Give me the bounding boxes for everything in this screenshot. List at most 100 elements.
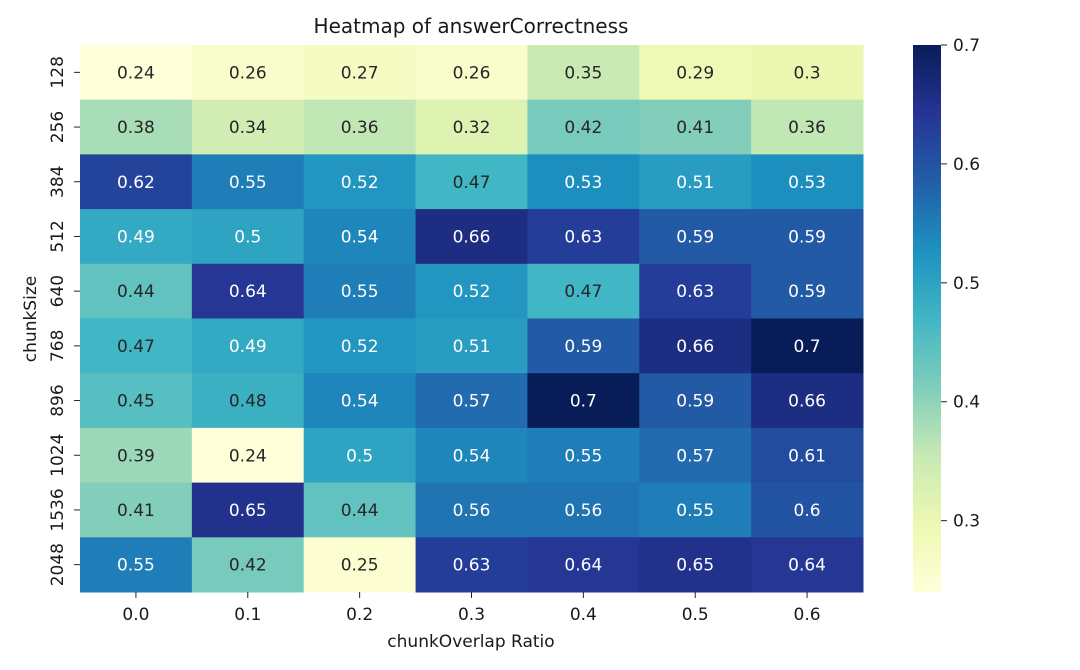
cell-value-label: 0.54 xyxy=(341,227,379,247)
heatmap-cell xyxy=(80,318,193,374)
heatmap-cell xyxy=(303,99,417,155)
heatmap-cell xyxy=(415,482,528,538)
colorbar: 0.3 0.4 0.5 0.6 0.7 xyxy=(913,36,980,592)
heatmap-cell xyxy=(527,373,640,429)
heatmap-cell xyxy=(80,537,193,593)
cell-value-label: 0.55 xyxy=(229,173,267,193)
cell-value-label: 0.5 xyxy=(346,446,373,466)
cell-value-label: 0.7 xyxy=(794,337,821,357)
heatmap-cell xyxy=(527,209,640,265)
heatmap-cell xyxy=(639,99,752,155)
cell-value-label: 0.48 xyxy=(229,392,267,412)
heatmap-cell xyxy=(80,45,193,101)
heatmap-cell xyxy=(751,99,864,155)
heatmap-cell xyxy=(639,209,752,265)
heatmap-cell xyxy=(303,154,417,210)
heatmap-cell xyxy=(527,537,640,593)
x-tick-label: 0.0 xyxy=(122,605,149,625)
cell-value-label: 0.51 xyxy=(676,173,714,193)
heatmap-cell xyxy=(303,373,417,429)
cell-value-label: 0.66 xyxy=(676,337,714,357)
cell-value-label: 0.26 xyxy=(453,63,491,83)
cell-value-label: 0.53 xyxy=(564,173,602,193)
heatmap-cell xyxy=(80,373,193,429)
cell-value-label: 0.42 xyxy=(229,556,267,576)
colorbar-tick-label: 0.6 xyxy=(953,155,980,175)
cell-value-label: 0.26 xyxy=(229,63,267,83)
heatmap-cell xyxy=(415,373,528,429)
heatmap-cell xyxy=(191,154,305,210)
x-axis-ticks: 0.0 0.1 0.2 0.3 0.4 0.5 0.6 xyxy=(122,592,821,625)
heatmap-cell xyxy=(639,427,752,484)
y-tick-label: 1536 xyxy=(48,488,68,531)
heatmap-cell xyxy=(415,209,528,265)
heatmap-cell xyxy=(751,45,864,101)
heatmap-cell xyxy=(639,482,752,538)
cell-value-label: 0.52 xyxy=(341,337,379,357)
chart-title: Heatmap of answerCorrectness xyxy=(314,14,629,38)
heatmap-cell xyxy=(191,263,305,319)
heatmap-cell xyxy=(639,45,752,101)
heatmap-cell xyxy=(639,154,752,210)
cell-value-label: 0.63 xyxy=(564,227,602,247)
heatmap-cell xyxy=(415,99,528,155)
heatmap-cell xyxy=(191,45,305,101)
colorbar-tick-label: 0.3 xyxy=(953,512,980,532)
cell-value-label: 0.64 xyxy=(564,556,602,576)
y-tick-label: 640 xyxy=(48,275,68,307)
y-axis-ticks: 128 256 384 512 640 768 896 1024 1536 2048 xyxy=(48,56,80,586)
cell-value-label: 0.57 xyxy=(676,446,714,466)
heatmap-cell xyxy=(751,209,864,265)
x-tick-label: 0.5 xyxy=(682,605,709,625)
y-axis-label: chunkSize xyxy=(21,276,41,362)
cell-value-label: 0.45 xyxy=(117,392,155,412)
cell-value-label: 0.61 xyxy=(788,446,826,466)
heatmap-cell xyxy=(191,209,305,265)
y-tick-label: 768 xyxy=(48,330,68,362)
cell-value-label: 0.47 xyxy=(564,282,602,302)
x-tick-label: 0.6 xyxy=(794,605,821,625)
heatmap-cell xyxy=(303,537,417,593)
colorbar-tick-label: 0.4 xyxy=(953,393,980,413)
heatmap-cell xyxy=(415,45,528,101)
heatmap-cell xyxy=(415,427,528,484)
heatmap-cell xyxy=(191,482,305,538)
cell-value-label: 0.51 xyxy=(453,337,491,357)
cell-value-label: 0.3 xyxy=(794,63,821,83)
cell-value-label: 0.36 xyxy=(788,118,826,138)
cell-value-label: 0.59 xyxy=(788,282,826,302)
heatmap-cell xyxy=(80,263,193,319)
cell-value-label: 0.47 xyxy=(117,337,155,357)
heatmap-cell xyxy=(191,373,305,429)
cell-value-label: 0.65 xyxy=(229,501,267,521)
cell-value-label: 0.56 xyxy=(453,501,491,521)
heatmap-cell xyxy=(639,263,752,319)
heatmap-cell xyxy=(639,373,752,429)
heatmap-cell xyxy=(415,154,528,210)
cell-value-label: 0.65 xyxy=(676,556,714,576)
cell-value-label: 0.66 xyxy=(788,392,826,412)
cell-value-label: 0.49 xyxy=(117,227,155,247)
heatmap-cell xyxy=(527,318,640,374)
heatmap-cell xyxy=(751,537,864,593)
y-tick-label: 2048 xyxy=(48,543,68,586)
cell-value-label: 0.42 xyxy=(564,118,602,138)
cell-value-label: 0.64 xyxy=(229,282,267,302)
cell-value-label: 0.59 xyxy=(676,392,714,412)
y-tick-label: 512 xyxy=(48,220,68,252)
cell-value-label: 0.55 xyxy=(117,556,155,576)
heatmap-cell xyxy=(80,154,193,210)
heatmap-cell xyxy=(191,318,305,374)
cell-value-label: 0.55 xyxy=(676,501,714,521)
heatmap-cell xyxy=(751,482,864,538)
heatmap-cell xyxy=(415,263,528,319)
y-tick-label: 256 xyxy=(48,111,68,143)
cell-value-label: 0.57 xyxy=(453,392,491,412)
heatmap-cell xyxy=(527,263,640,319)
cell-value-label: 0.34 xyxy=(229,118,267,138)
cell-value-label: 0.44 xyxy=(341,501,379,521)
heatmap-cell xyxy=(303,45,417,101)
colorbar-tick-label: 0.7 xyxy=(953,36,980,56)
x-tick-label: 0.2 xyxy=(346,605,373,625)
